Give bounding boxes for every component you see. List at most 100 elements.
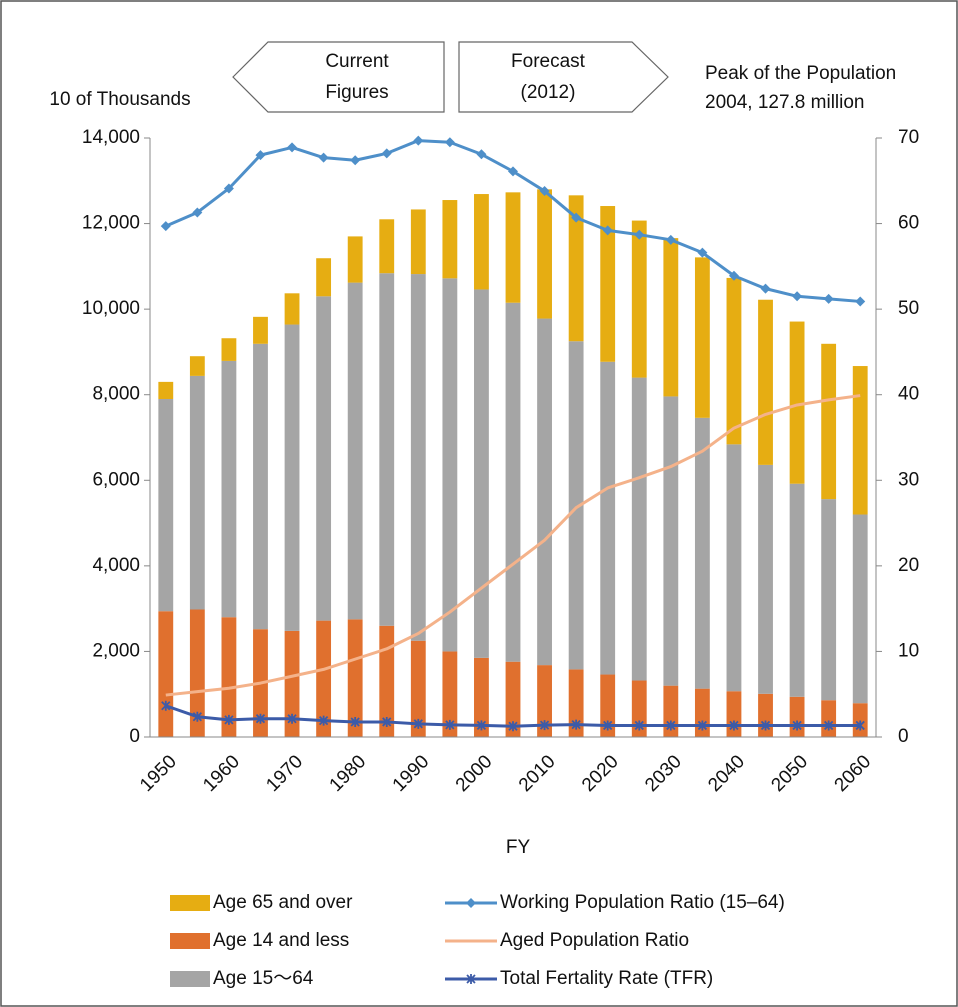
bar [663, 238, 679, 397]
legend-label: Age 14 and less [213, 930, 349, 951]
y-tick-label: 10,000 [82, 298, 140, 319]
bar [189, 356, 205, 376]
point-marker [697, 247, 708, 258]
annotation: Peak of the Population [705, 63, 896, 84]
point-marker [381, 148, 392, 159]
point-marker [571, 212, 582, 223]
point-marker [287, 713, 297, 724]
point-marker [760, 283, 771, 294]
point-marker [287, 142, 298, 153]
annotation: Forecast [511, 51, 586, 72]
point-marker [760, 720, 771, 731]
legend-label: Age 65 and over [213, 892, 353, 913]
bar [284, 324, 300, 631]
point-marker [539, 720, 550, 731]
point-marker [728, 270, 739, 281]
bar [316, 258, 332, 297]
point-marker [224, 714, 234, 725]
annotation: Figures [325, 82, 388, 103]
point-marker [382, 716, 392, 727]
bar [852, 366, 868, 515]
point-marker [444, 137, 455, 148]
legend-label: Aged Population Ratio [500, 930, 689, 951]
point-marker [665, 234, 676, 245]
bar [221, 338, 237, 361]
bar [600, 206, 616, 362]
bar [253, 343, 268, 630]
bar [568, 669, 584, 737]
annotation: Current [325, 51, 389, 72]
bar [410, 274, 426, 641]
legend-swatch [170, 933, 210, 949]
point-marker [634, 720, 644, 731]
legend-swatch [170, 971, 210, 987]
point-marker [192, 711, 202, 722]
legend-label: Total Fertality Rate (TFR) [500, 968, 713, 989]
bar [316, 296, 332, 621]
point-marker [855, 720, 865, 731]
y2-tick-label: 10 [898, 640, 919, 661]
point-marker [823, 293, 834, 304]
bar [379, 273, 395, 626]
bar [253, 316, 268, 344]
bar [505, 302, 521, 662]
point-marker [792, 291, 803, 302]
point-marker [603, 720, 613, 731]
bar [821, 700, 837, 737]
point-marker [161, 700, 171, 711]
point-marker [855, 296, 866, 307]
point-marker [192, 207, 203, 218]
y2-tick-label: 70 [898, 127, 919, 148]
bar [284, 293, 300, 325]
bar [505, 661, 521, 737]
bar [852, 514, 868, 704]
bar [537, 665, 552, 737]
y-tick-label: 14,000 [82, 127, 140, 148]
bar [789, 696, 805, 737]
point-marker [508, 721, 518, 732]
point-marker [318, 715, 329, 726]
bar [442, 278, 458, 652]
point-marker [160, 221, 171, 232]
point-marker [350, 717, 360, 728]
annotation: 2004, 127.8 million [705, 92, 865, 113]
bar [568, 341, 584, 670]
bar [758, 693, 773, 737]
x-axis-label: FY [506, 837, 531, 858]
bar [158, 398, 174, 612]
bar [410, 640, 426, 737]
bar [758, 299, 773, 465]
point-marker [634, 229, 645, 240]
point-marker [602, 225, 613, 236]
y2-tick-label: 20 [898, 555, 919, 576]
bar [537, 318, 552, 666]
y2-tick-label: 30 [898, 469, 919, 490]
bar [221, 617, 237, 737]
bar [347, 619, 363, 737]
bar [600, 361, 616, 675]
point-marker [255, 713, 266, 724]
point-marker [255, 150, 266, 161]
legend-marker [466, 974, 476, 984]
bar [347, 236, 363, 283]
bar [410, 209, 426, 275]
legend-swatch [170, 895, 210, 911]
bar [474, 194, 489, 290]
y-tick-label: 2,000 [92, 640, 140, 661]
bar [537, 189, 552, 319]
point-marker [697, 720, 708, 731]
forecast-arrow [458, 41, 669, 113]
annotation: (2012) [521, 82, 576, 103]
point-marker [350, 155, 361, 166]
bar [221, 360, 237, 618]
bar [694, 417, 710, 689]
y2-tick-label: 0 [898, 726, 909, 747]
bar [158, 611, 174, 737]
bar [852, 703, 868, 737]
point-marker [729, 720, 739, 731]
legend-label: Working Population Ratio (15–64) [500, 892, 785, 913]
y-tick-label: 0 [129, 726, 140, 747]
y-tick-label: 8,000 [92, 384, 140, 405]
